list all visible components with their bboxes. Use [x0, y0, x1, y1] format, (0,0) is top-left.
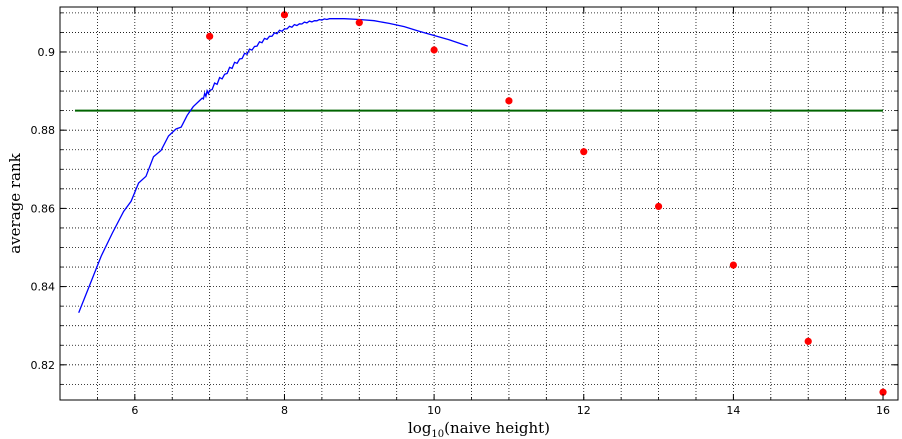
y-tick-label: 0.84 [31, 281, 56, 294]
x-tick-label: 16 [876, 404, 890, 417]
x-axis-title-subscript: 10 [431, 429, 444, 439]
y-tick-label: 0.86 [31, 202, 56, 215]
fitted-curve [78, 18, 469, 314]
y-tick-label: 0.9 [38, 46, 56, 59]
axes: 6 8 10 12 14 16 0.82 0.84 0.86 0.88 0.9 [31, 6, 899, 417]
data-point [355, 19, 363, 27]
data-point [879, 388, 887, 396]
x-tick-label: 6 [131, 404, 138, 417]
x-tick-label: 8 [281, 404, 288, 417]
grid-lines [59, 7, 898, 400]
y-tick-label: 0.88 [31, 124, 56, 137]
data-point [804, 337, 812, 345]
data-point [430, 46, 438, 54]
data-point [654, 202, 663, 211]
data-point [729, 261, 737, 269]
data-point [505, 97, 513, 105]
x-tick-label: 10 [427, 404, 441, 417]
y-tick-label: 0.82 [31, 359, 56, 372]
x-tick-label: 14 [726, 404, 740, 417]
plot-frame [59, 6, 899, 401]
plot-data [74, 11, 887, 396]
x-axis-title-main: log [408, 419, 432, 437]
x-axis-title-rest: (naive height) [444, 419, 550, 437]
data-point [206, 32, 214, 40]
data-point [280, 11, 289, 19]
data-point [580, 148, 588, 156]
x-axis-title: log10(naive height) [408, 419, 550, 439]
x-tick-label: 12 [577, 404, 591, 417]
y-axis-title: average rank [6, 152, 24, 253]
